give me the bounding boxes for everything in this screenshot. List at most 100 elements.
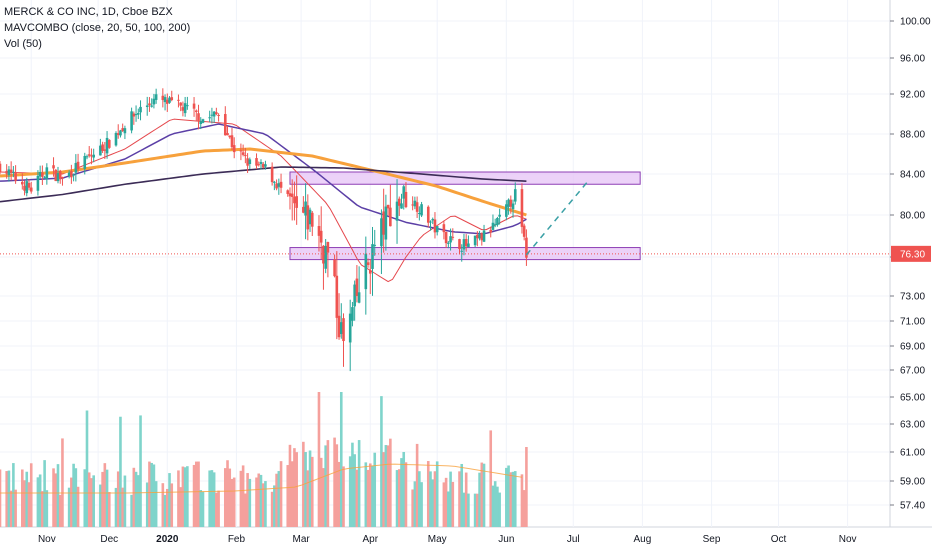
volume-bar (335, 444, 339, 527)
candle-body (498, 214, 501, 217)
volume-bar (415, 443, 419, 527)
ma-line-ma20 (0, 118, 527, 283)
candle-body (116, 133, 120, 135)
candle-body (90, 155, 93, 157)
volume-bar (351, 442, 354, 527)
candle-body (364, 253, 368, 290)
volume-bar (116, 471, 120, 527)
candle-body (275, 183, 278, 189)
candle-body (270, 166, 274, 183)
volume-bar (464, 472, 468, 527)
candle-body (402, 186, 406, 199)
volume-bar (397, 469, 401, 527)
volume-bar (339, 392, 343, 527)
candle-body (38, 172, 42, 177)
candle-body (339, 322, 343, 335)
volume-bar (505, 467, 508, 527)
candle-body (45, 167, 49, 180)
candle-body (304, 201, 307, 216)
candle-body (380, 218, 383, 247)
candle-body (255, 158, 258, 166)
price-label: 69.00 (900, 342, 925, 353)
candle-body (357, 292, 361, 303)
volume-bar (130, 494, 133, 527)
price-label: 59.00 (900, 477, 925, 488)
volume-bar (52, 468, 55, 527)
candle-body (210, 114, 214, 116)
candle-body (491, 222, 495, 230)
volume-bar (7, 470, 11, 527)
volume-bar (170, 483, 174, 527)
candle-body (0, 163, 2, 173)
candle-body (261, 163, 265, 168)
price-axis[interactable]: 100.0096.0092.0088.0084.0080.0076.0073.0… (890, 17, 931, 512)
volume-bar (435, 461, 439, 527)
volume-bar (322, 468, 325, 527)
volume-bar (431, 479, 435, 527)
projection-line (525, 179, 590, 256)
legend-volume[interactable]: Vol (50) (4, 38, 42, 50)
volume-bar (194, 461, 198, 527)
volume-bar (496, 486, 499, 527)
candle-body (371, 244, 374, 269)
candle-body (429, 221, 432, 223)
candle-body (368, 270, 372, 274)
volume-bar (99, 484, 102, 527)
candle-body (170, 97, 174, 101)
candle-body (420, 204, 423, 216)
candle-body (67, 172, 71, 177)
candle-body (23, 185, 26, 191)
volume-bar (342, 466, 345, 527)
volume-bar (12, 463, 15, 527)
candle-body (5, 170, 8, 174)
candle-body (257, 164, 261, 166)
volume-bar (21, 469, 24, 527)
candle-body (134, 114, 138, 116)
volume-bar (353, 454, 356, 527)
volume-bar (275, 473, 278, 527)
volume-bar (114, 487, 118, 527)
time-axis[interactable]: Nov Dec 2020 Feb Mar Apr May Jun Jul Aug Sep Oct Nov (38, 534, 857, 545)
candle-body (119, 130, 122, 136)
candle-body (21, 181, 24, 185)
candle-body (121, 128, 124, 131)
volume-bar (317, 392, 321, 527)
candle-body (279, 181, 283, 188)
candle-body (444, 231, 448, 244)
candle-body (186, 105, 189, 107)
volume-bar (226, 460, 229, 527)
volume-bar (121, 487, 124, 527)
legend-symbol[interactable]: MERCK & CO INC, 1D, Cboe BZX (4, 6, 173, 18)
candle-body (132, 113, 136, 117)
volume-bar (371, 465, 374, 527)
volume-bar (429, 471, 432, 527)
candle-body (295, 196, 298, 208)
candle-body (273, 181, 276, 183)
legend-indicator[interactable]: MAVCOMBO (close, 20, 50, 100, 200) (4, 22, 191, 34)
volume-bar (215, 492, 218, 527)
candle-body (244, 155, 247, 157)
volume-bar (67, 487, 71, 527)
candle-body (230, 135, 234, 148)
candle-body (413, 200, 417, 207)
volume-bar (522, 490, 526, 527)
candle-body (70, 171, 73, 178)
candle-body (103, 149, 107, 151)
candle-body (179, 102, 182, 106)
candle-body (411, 204, 414, 206)
candle-body (197, 113, 200, 122)
candle-body (74, 163, 78, 173)
volume-bar (9, 490, 13, 527)
volume-bar (87, 472, 91, 527)
volume-bar (498, 492, 501, 527)
volume-bar (286, 465, 290, 527)
candle-body (76, 161, 80, 170)
candle-body (25, 181, 29, 194)
candle-body (212, 111, 216, 117)
candle-body (105, 137, 109, 154)
volume-ma (0, 463, 523, 494)
candle-body (123, 128, 127, 134)
volume-bar (418, 471, 421, 527)
volume-bar (373, 452, 377, 527)
